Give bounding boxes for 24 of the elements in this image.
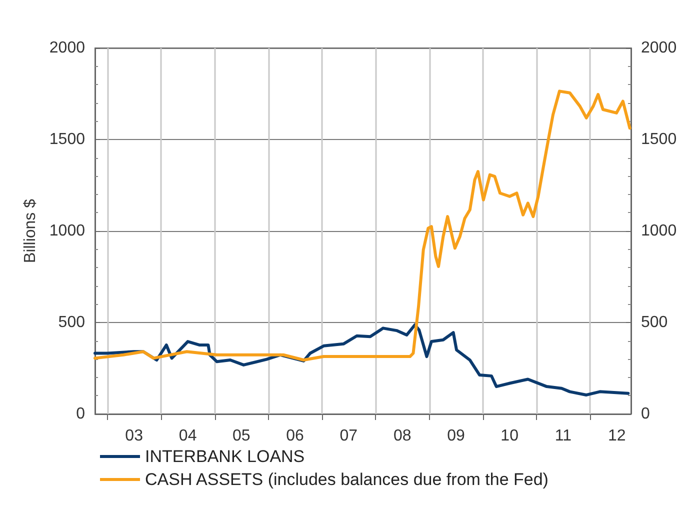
y-tick-label: 1500	[49, 131, 86, 148]
y-tick-label: 2000	[49, 40, 86, 56]
x-tick-label: 09	[447, 428, 465, 444]
x-tick-label: 06	[286, 428, 304, 444]
x-tick-label: 10	[500, 428, 519, 444]
line-series	[94, 90, 632, 362]
legend-label: CASH ASSETS (includes balances due from the Fed)	[145, 470, 548, 489]
x-tick-label: 04	[178, 428, 197, 444]
y2-tick-label: 500	[641, 314, 668, 331]
x-tick-label: 07	[340, 428, 358, 444]
y-tick-label: 1000	[49, 222, 86, 240]
y2-tick-label: 2000	[641, 40, 677, 56]
y-tick-label: 0	[76, 406, 86, 422]
y-tick-label: 500	[58, 314, 86, 331]
y2-tick-label: 1500	[641, 131, 677, 148]
x-tick-label: 12	[608, 428, 626, 444]
y-axis-title: Billions $	[22, 198, 40, 264]
y2-tick-label: 0	[641, 406, 650, 422]
x-tick-label: 03	[125, 428, 144, 444]
legend-label: INTERBANK LOANS	[145, 447, 305, 466]
x-tick-label: 08	[393, 428, 412, 444]
y2-tick-label: 1000	[641, 222, 677, 240]
x-tick-label: 05	[232, 428, 250, 444]
x-tick-label: 11	[554, 428, 572, 444]
